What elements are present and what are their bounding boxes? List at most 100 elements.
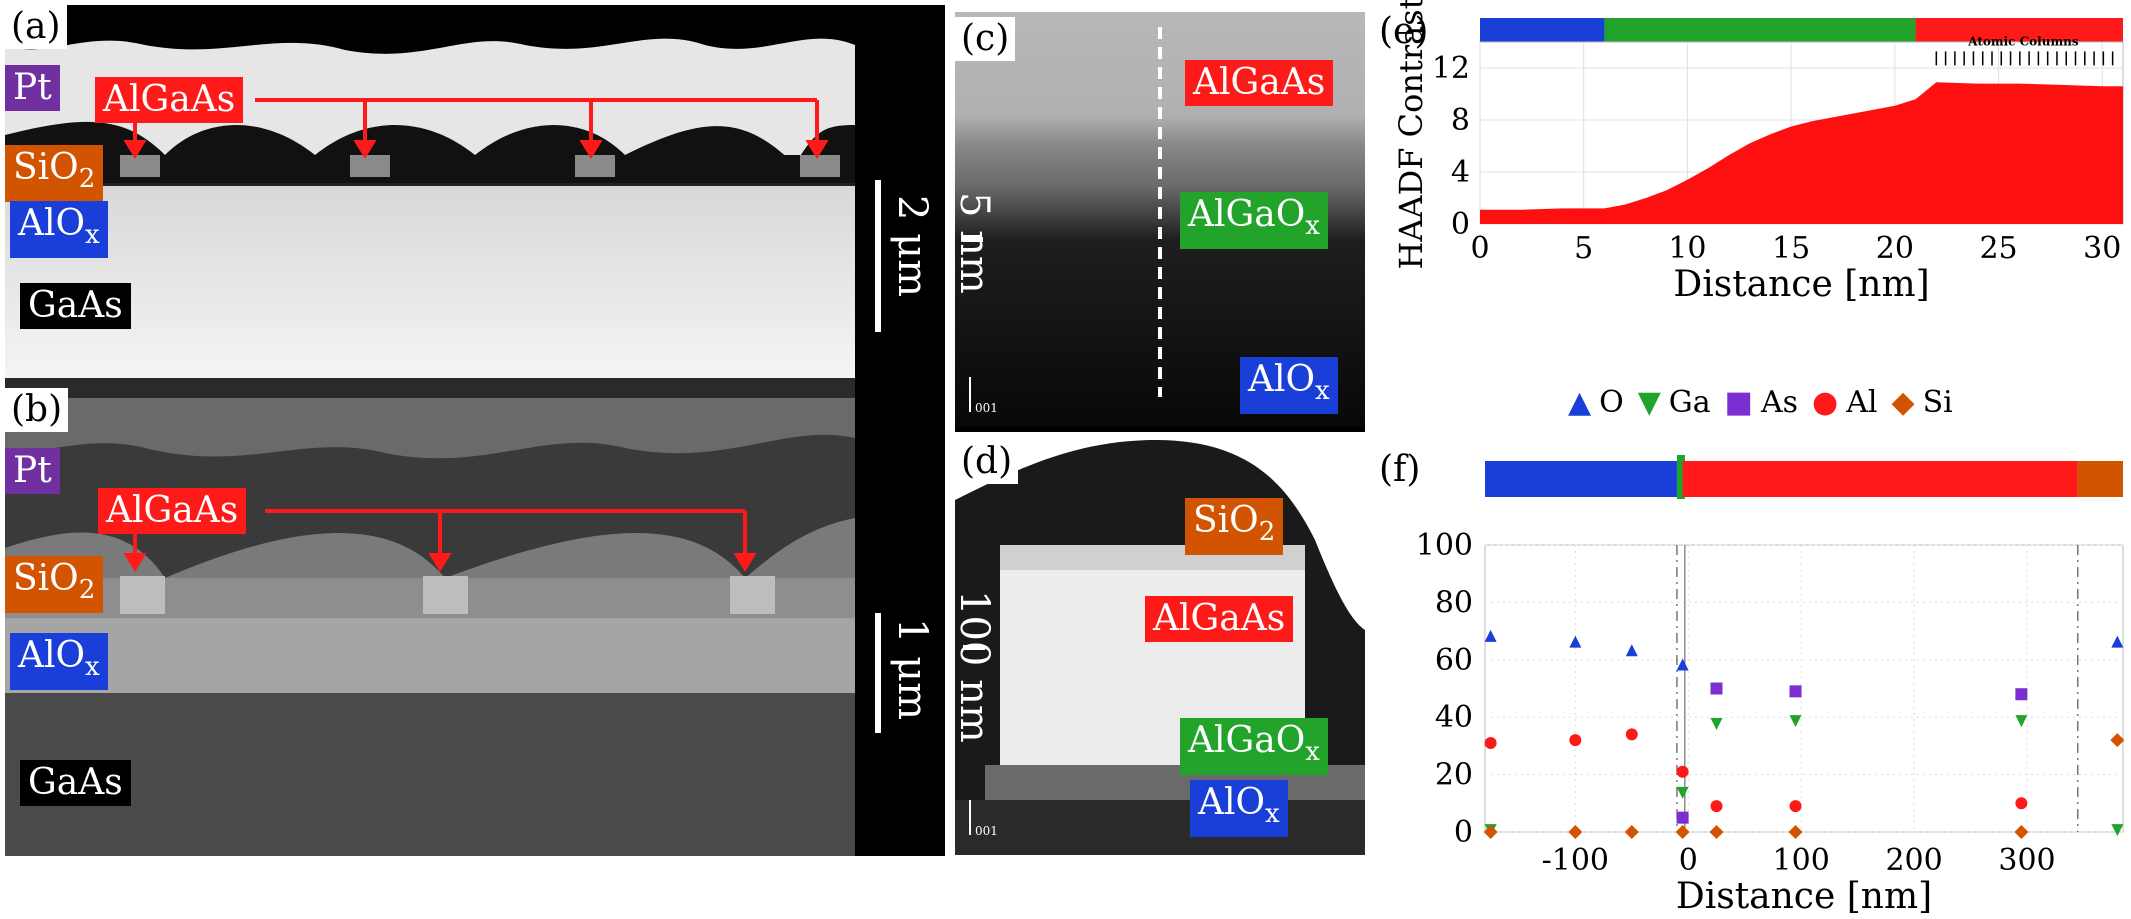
panel-b-micrograph [5, 378, 945, 856]
xtick-e-0: 0 [1470, 231, 1489, 266]
panel-c-scalebar [963, 237, 983, 242]
ytick-e-0: 0 [1451, 207, 1470, 242]
panel-b-sem-image: (b) Pt AlGaAs SiO2 AlOx GaAs 1 μm [5, 378, 945, 856]
xtick-f-0: -100 [1542, 843, 1609, 878]
ylabel-e: HAADF Contrast [1392, 0, 1430, 270]
panel-f-label: (f) [1373, 448, 1427, 492]
point-o-2 [1625, 644, 1638, 657]
region-band-f-2 [1682, 461, 2078, 497]
point-o-4 [2111, 635, 2124, 648]
xtick-e-6: 30 [2083, 231, 2121, 266]
panel-c-label: (c) [955, 17, 1016, 61]
layer-label-algaas-c: AlGaAs [1185, 60, 1334, 106]
ytick-f-2: 40 [1435, 700, 1473, 735]
legend-al-icon: ● [1812, 384, 1839, 420]
panel-d-stem-image: 001 (d) SiO2 AlGaAs AlGaOx AlOx 100 nm [955, 440, 1365, 855]
panel-b-label: (b) [5, 388, 69, 432]
panel-a-micrograph [5, 5, 945, 378]
ytick-f-1: 20 [1435, 758, 1473, 793]
ytick-f-3: 60 [1435, 643, 1473, 678]
region-band-f-1 [1676, 455, 1685, 499]
xlabel-e: Distance [nm] [1673, 264, 1929, 305]
layer-label-algaox-c: AlGaOx [1180, 192, 1328, 250]
layer-label-algaas-d: AlGaAs [1145, 596, 1294, 642]
panel-a-label: (a) [5, 5, 67, 49]
ytick-e-1: 4 [1451, 155, 1470, 190]
haadf-contrast-chart: 0 4 8 12 0 5 10 15 20 25 30 Atomic Columns Distance … [1392, 0, 2124, 305]
point-ga-5 [2111, 824, 2124, 837]
legend-ga-label: Ga [1668, 384, 1711, 420]
panel-b-scalebar [875, 613, 881, 733]
ytick-e-3: 12 [1432, 51, 1470, 86]
point-si-1 [1568, 825, 1583, 839]
point-al-1 [1569, 734, 1582, 747]
xtick-e-2: 10 [1668, 231, 1706, 266]
point-as-3 [2015, 688, 2028, 701]
point-al-5 [1789, 800, 1802, 813]
panel-d-scalebar-label: 100 nm [955, 590, 997, 743]
panel-b-scalebar-label: 1 μm [889, 618, 935, 721]
layer-label-gaas-b: GaAs [20, 760, 131, 806]
xtick-e-1: 5 [1574, 231, 1593, 266]
layer-label-sio2-b: SiO2 [5, 556, 104, 614]
legend-as-icon: ■ [1724, 384, 1753, 420]
layer-label-alox-d: AlOx [1190, 780, 1288, 838]
legend-si-label: Si [1922, 384, 1953, 420]
xtick-f-3: 200 [1885, 843, 1942, 878]
point-al-6 [2015, 797, 2028, 810]
legend-ga-icon: ▼ [1637, 384, 1661, 420]
layer-label-algaas: AlGaAs [95, 77, 244, 123]
ytick-f-4: 80 [1435, 585, 1473, 620]
legend-o-icon: ▲ [1568, 384, 1592, 420]
point-si-3 [1675, 825, 1690, 839]
panel-c-stem-image: 001 (c) AlGaAs AlGaOx AlOx 5 nm [955, 12, 1365, 432]
point-si-7 [2110, 733, 2125, 748]
point-si-4 [1709, 825, 1724, 839]
ytick-e-2: 8 [1451, 103, 1470, 138]
point-si-5 [1788, 825, 1803, 839]
panel-d-micrograph: 001 [955, 440, 1365, 855]
point-as-1 [1710, 682, 1723, 695]
layer-label-pt: Pt [5, 65, 60, 111]
point-ga-1 [1676, 786, 1689, 799]
region-band-e-2 [1915, 18, 2123, 42]
point-si-0 [1483, 825, 1498, 839]
legend-al-label: Al [1846, 384, 1878, 420]
panel-a-scalebar-label: 2 μm [889, 195, 935, 298]
xtick-e-3: 15 [1772, 231, 1810, 266]
region-band-e-0 [1480, 18, 1605, 42]
panel-e-label: (e) [1373, 10, 1435, 54]
point-o-0 [1484, 629, 1497, 642]
legend-si-icon: ◆ [1891, 384, 1915, 420]
point-al-3 [1676, 765, 1689, 778]
point-ga-3 [1789, 715, 1802, 728]
panel-d-label: (d) [955, 440, 1019, 484]
layer-label-sio2: SiO2 [5, 145, 104, 203]
panel-a-scalebar [875, 180, 881, 332]
layer-label-alox: AlOx [10, 201, 108, 259]
xtick-e-5: 25 [1979, 231, 2017, 266]
xtick-f-1: 0 [1679, 843, 1698, 878]
layer-label-algaas-b: AlGaAs [98, 488, 247, 534]
layer-label-algaox-d: AlGaOx [1180, 718, 1328, 776]
point-as-0 [1676, 811, 1689, 824]
panel-a-sem-image: (a) Pt AlGaAs SiO2 AlOx GaAs 2 μm [5, 5, 945, 378]
point-o-3 [1676, 658, 1689, 671]
point-si-6 [2014, 825, 2029, 839]
element-legend: ▲ O ▼ Ga ■ As ● Al ◆ Si [1568, 380, 1953, 424]
xtick-e-4: 20 [1876, 231, 1914, 266]
panel-d-scalebar [963, 645, 985, 650]
point-as-2 [1789, 685, 1802, 698]
panel-a-arrows [123, 98, 829, 159]
xtick-f-2: 100 [1773, 843, 1830, 878]
panel-c-zone-axis: 001 [975, 401, 998, 415]
legend-o-label: O [1599, 384, 1624, 420]
region-band-f-0 [1485, 461, 1677, 497]
panel-b-arrows [123, 509, 757, 572]
xtick-f-4: 300 [1998, 843, 2055, 878]
point-si-2 [1624, 825, 1639, 839]
ytick-f-5: 100 [1416, 528, 1473, 563]
layer-label-alox-c: AlOx [1240, 357, 1338, 415]
point-al-0 [1484, 737, 1497, 750]
